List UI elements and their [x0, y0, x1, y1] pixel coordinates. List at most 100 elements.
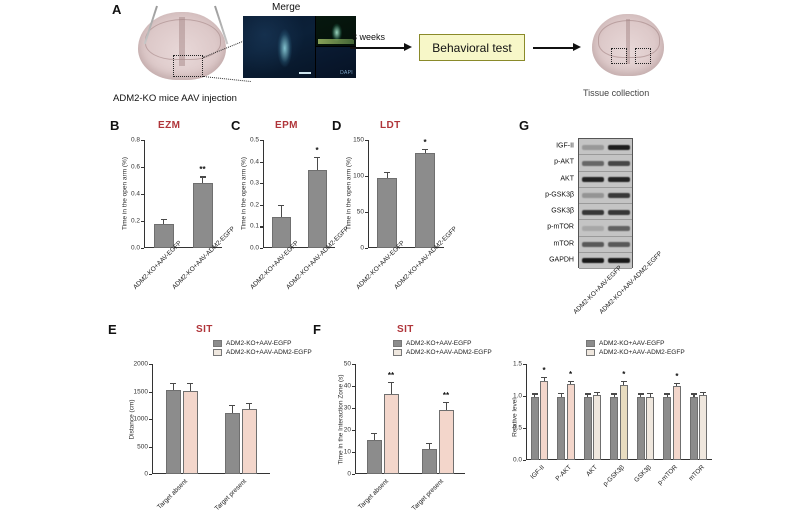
- x-axis-category-label: ADM2-KO+AAV-EGFP: [355, 239, 407, 291]
- error-cap: [160, 218, 167, 221]
- workflow-arrow-1-line: [350, 47, 404, 49]
- blot-protein-label: p-mTOR: [547, 223, 574, 231]
- x-axis-category-label: Target absent: [356, 478, 390, 511]
- significance-marker: *: [315, 146, 319, 156]
- x-axis: [152, 472, 270, 474]
- bar-treatment: [383, 394, 399, 474]
- panel-f-title: SIT: [397, 324, 414, 335]
- y-axis: [368, 140, 370, 248]
- error-cap: [531, 393, 538, 395]
- y-tick-label: 0: [360, 244, 364, 252]
- legend-item-treatment: ADM2-KO+AAV-ADM2-EGFP: [393, 349, 492, 356]
- y-tick-label: 150: [353, 136, 364, 144]
- y-tick-label: 0.1: [249, 222, 259, 230]
- y-tick-label: 0.0: [249, 244, 259, 252]
- blot-protein-label: GAPDH: [549, 256, 574, 264]
- significance-marker: *: [423, 137, 427, 147]
- blot-protein-label: IGF-II: [556, 142, 574, 150]
- significance-marker: **: [387, 371, 395, 381]
- legend-item-treatment: ADM2-KO+AAV-ADM2-EGFP: [213, 349, 312, 356]
- y-tick-label: 0.8: [130, 136, 140, 144]
- error-cap: [170, 383, 176, 385]
- bar-control: [224, 412, 240, 474]
- error-cap: [567, 381, 574, 383]
- y-tick-label: 20: [343, 426, 351, 434]
- bar-treatment: [438, 409, 454, 474]
- band-treatment: [608, 177, 630, 183]
- error-bar: [231, 404, 233, 413]
- y-tick: [260, 140, 263, 142]
- y-tick-label: 0.5: [249, 136, 259, 144]
- y-tick-label: 10: [343, 448, 351, 456]
- x-axis-category-label: Target present: [213, 478, 248, 513]
- y-tick: [260, 183, 263, 185]
- error-bar: [316, 157, 318, 171]
- bar-control: [610, 396, 619, 460]
- error-cap: [673, 382, 680, 384]
- error-cap: [637, 393, 644, 395]
- panel-d-ldt-chart: D LDT Time in the open arm (%) 0 50 100 150…: [332, 118, 459, 318]
- x-axis: [368, 246, 444, 248]
- bar-control: [165, 389, 181, 474]
- panel-c-plot-area: 0.0 0.1 0.2 0.3 0.4 0.5 ADM2-KO+AAV-EGFP * ADM2-…: [249, 137, 351, 291]
- panel-b-letter: B: [110, 118, 120, 133]
- y-tick-label: 0: [144, 470, 148, 478]
- y-tick: [149, 419, 152, 421]
- legend-swatch-treatment: [213, 349, 222, 356]
- error-bar: [390, 382, 392, 395]
- band-treatment: [608, 160, 630, 166]
- panel-d-letter: D: [332, 118, 342, 133]
- x-axis: [526, 458, 712, 460]
- behavioral-test-box: Behavioral test: [419, 34, 525, 61]
- workflow-arrow-2-line: [533, 47, 573, 49]
- error-bar: [428, 443, 430, 450]
- panel-e-title: SIT: [196, 324, 213, 335]
- bar-treatment: [699, 395, 708, 460]
- blot-protein-label: p-GSK3β: [545, 191, 574, 199]
- error-cap: [611, 393, 618, 395]
- legend-label-control: ADM2-KO+AAV-EGFP: [599, 340, 665, 347]
- tissue-sample-box-left: [611, 48, 627, 64]
- bar-treatment: [646, 397, 655, 460]
- bar-treatment: [672, 385, 681, 460]
- tissue-sample-box-right: [635, 48, 651, 64]
- three-weeks-label: 3 weeks: [352, 32, 386, 42]
- legend-swatch-control: [586, 340, 595, 347]
- x-axis-category-label: ADM2-KO+AAV-ADM2-EGFP: [285, 225, 351, 291]
- bar-control: [421, 449, 437, 474]
- band-control: [582, 209, 604, 215]
- y-tick-label: 40: [343, 382, 351, 390]
- panel-e-letter: E: [108, 322, 117, 337]
- error-bar: [534, 393, 536, 397]
- blot-protein-label: p-AKT: [554, 158, 574, 166]
- y-tick: [260, 204, 263, 206]
- y-tick-label: 1.5: [512, 360, 522, 368]
- error-cap: [584, 393, 591, 395]
- panel-f-plot-area: 0 10 20 30 40 50 ** Target absent ** Target prese…: [344, 361, 465, 512]
- x-axis: [144, 246, 222, 248]
- bar-control: [307, 170, 327, 248]
- y-tick: [365, 176, 368, 178]
- workflow-arrow-1-head: [404, 43, 412, 51]
- legend-item-control: ADM2-KO+AAV-EGFP: [213, 340, 312, 347]
- error-cap: [541, 376, 548, 378]
- bar-control: [377, 178, 397, 248]
- blot-frame: [578, 138, 633, 269]
- x-axis-category-label: ADM2-KO+AAV-ADM2-EGFP: [393, 225, 459, 291]
- error-bar: [587, 393, 589, 397]
- bar-control: [192, 183, 213, 248]
- y-axis: [144, 140, 146, 248]
- y-tick-label: 50: [356, 208, 364, 216]
- x-axis: [355, 472, 465, 474]
- y-axis: [526, 364, 528, 460]
- x-axis-category-label: ADM2-KO+AAV-EGFP: [131, 239, 183, 291]
- panel-e-sit-distance-chart: E SIT ADM2-KO+AAV-EGFP ADM2-KO+AAV-ADM2-…: [108, 320, 313, 520]
- error-cap: [246, 402, 252, 404]
- panel-a-letter: A: [112, 2, 122, 17]
- error-bar: [570, 381, 572, 385]
- panel-f-letter: F: [313, 322, 321, 337]
- blot-row-p-gsk3-: [579, 187, 632, 204]
- blot-row-p-akt: [579, 155, 632, 172]
- panel-c-letter: C: [231, 118, 241, 133]
- bar-control: [415, 152, 435, 248]
